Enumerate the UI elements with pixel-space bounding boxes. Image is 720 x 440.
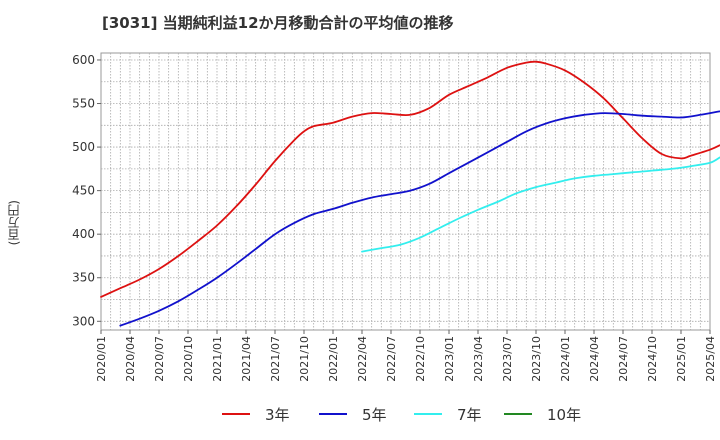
- x-tick-label: 2023/04: [472, 336, 485, 382]
- x-tick-label: 2025/01: [675, 336, 688, 382]
- y-tick-label: 350: [72, 271, 95, 285]
- x-tick-label: 2022/01: [327, 336, 340, 382]
- y-tick-label: 550: [72, 97, 95, 111]
- series-lines: [100, 60, 720, 327]
- y-tick-label: 500: [72, 140, 95, 154]
- y-tick-label: 450: [72, 184, 95, 198]
- x-tick-label: 2025/04: [704, 336, 717, 382]
- legend-label-0: 3年: [265, 406, 290, 424]
- legend: 3年 5年 7年 10年: [222, 406, 581, 424]
- y-tick-label: 400: [72, 227, 95, 241]
- x-tick-label: 2020/10: [182, 336, 195, 382]
- x-tick-label: 2024/01: [559, 336, 572, 382]
- series-line-2: [361, 156, 720, 253]
- x-tick-label: 2024/07: [617, 336, 630, 382]
- x-tick-label: 2024/04: [588, 336, 601, 382]
- x-tick-label: 2020/07: [153, 336, 166, 382]
- x-tick-label: 2023/01: [443, 336, 456, 382]
- series-line-0: [100, 60, 720, 298]
- grid-lines: [101, 53, 710, 330]
- x-tick-label: 2024/10: [646, 336, 659, 382]
- x-tick-label: 2021/10: [298, 336, 311, 382]
- x-tick-label: 2023/10: [530, 336, 543, 382]
- axis-ticks: 300 350 400 450 500 550 600 2020/01 2020/04 2020/…: [72, 53, 717, 382]
- chart-title: [3031] 当期純利益12か月移動合計の平均値の推移: [102, 14, 454, 32]
- x-tick-label: 2020/04: [124, 336, 137, 382]
- legend-label-3: 10年: [547, 406, 581, 424]
- legend-label-2: 7年: [457, 406, 482, 424]
- y-tick-label: 600: [72, 53, 95, 67]
- x-tick-label: 2020/01: [95, 336, 108, 382]
- x-tick-label: 2022/07: [385, 336, 398, 382]
- y-tick-label: 300: [72, 314, 95, 328]
- legend-label-1: 5年: [362, 406, 387, 424]
- series-line-1: [119, 110, 720, 327]
- x-tick-label: 2021/01: [211, 336, 224, 382]
- x-tick-label: 2021/07: [269, 336, 282, 382]
- x-tick-label: 2021/04: [240, 336, 253, 382]
- x-tick-label: 2022/04: [356, 336, 369, 382]
- x-tick-label: 2023/07: [501, 336, 514, 382]
- x-tick-label: 2022/10: [414, 336, 427, 382]
